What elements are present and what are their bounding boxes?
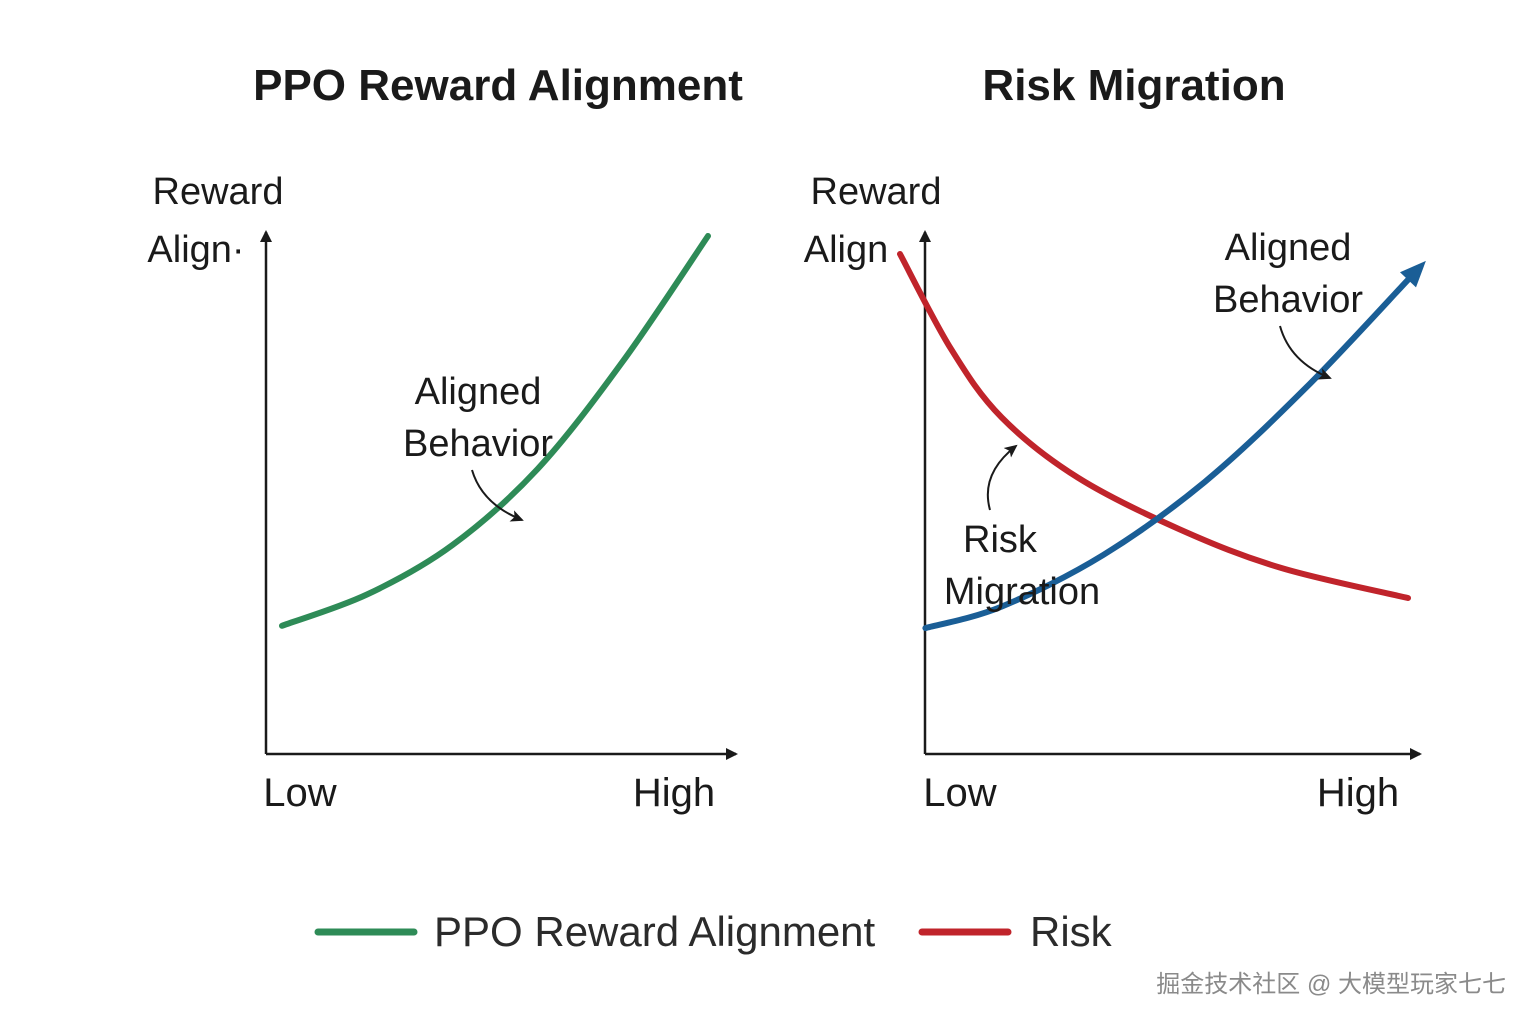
chart-right-series-group bbox=[897, 251, 1426, 632]
chart-right-series-line-1 bbox=[922, 276, 1411, 632]
chart-right-risk-annotation-arrow bbox=[986, 444, 1018, 511]
chart-left-x-tick-high: High bbox=[633, 771, 715, 815]
chart-left-series-group bbox=[279, 233, 711, 629]
chart-left: PPO Reward Alignment Reward Align· Low H… bbox=[147, 61, 743, 815]
chart-right-aligned-annotation-arrow bbox=[1279, 325, 1332, 380]
chart-right-title: Risk Migration bbox=[982, 61, 1285, 110]
chart-right-aligned-annotation-line1: Aligned bbox=[1225, 227, 1352, 269]
chart-right-series-line-0 bbox=[897, 251, 1411, 601]
chart-left-series-line-0 bbox=[279, 233, 711, 629]
chart-left-x-tick-low: Low bbox=[263, 771, 336, 815]
legend-label-risk: Risk bbox=[1030, 908, 1113, 955]
chart-right-ylabel-line2: Align bbox=[804, 229, 889, 271]
chart-left-ylabel-line2: Align· bbox=[147, 229, 244, 271]
chart-right-aligned-annotation-line2: Behavior bbox=[1213, 279, 1363, 321]
chart-right-x-tick-high: High bbox=[1317, 771, 1399, 815]
chart-right: Risk Migration Reward Align Low High Ris… bbox=[804, 61, 1426, 815]
chart-right-risk-annotation-line2: Migration bbox=[944, 571, 1100, 613]
chart-right-risk-annotation-line1: Risk bbox=[963, 519, 1038, 561]
chart-right-ylabel-line1: Reward bbox=[811, 171, 942, 213]
chart-right-x-tick-low: Low bbox=[923, 771, 996, 815]
chart-right-series-arrowhead-1 bbox=[1400, 260, 1426, 288]
legend: PPO Reward Alignment Risk bbox=[314, 908, 1113, 955]
chart-left-ylabel-line1: Reward bbox=[153, 171, 284, 213]
chart-left-annotation-line2: Behavior bbox=[403, 423, 553, 465]
chart-left-title: PPO Reward Alignment bbox=[253, 61, 743, 110]
watermark-text: 掘金技术社区 @ 大模型玩家七七 bbox=[1156, 971, 1506, 998]
chart-left-annotation-arrow bbox=[471, 469, 524, 522]
chart-left-annotation-line1: Aligned bbox=[415, 371, 542, 413]
legend-label-ppo: PPO Reward Alignment bbox=[434, 908, 876, 955]
